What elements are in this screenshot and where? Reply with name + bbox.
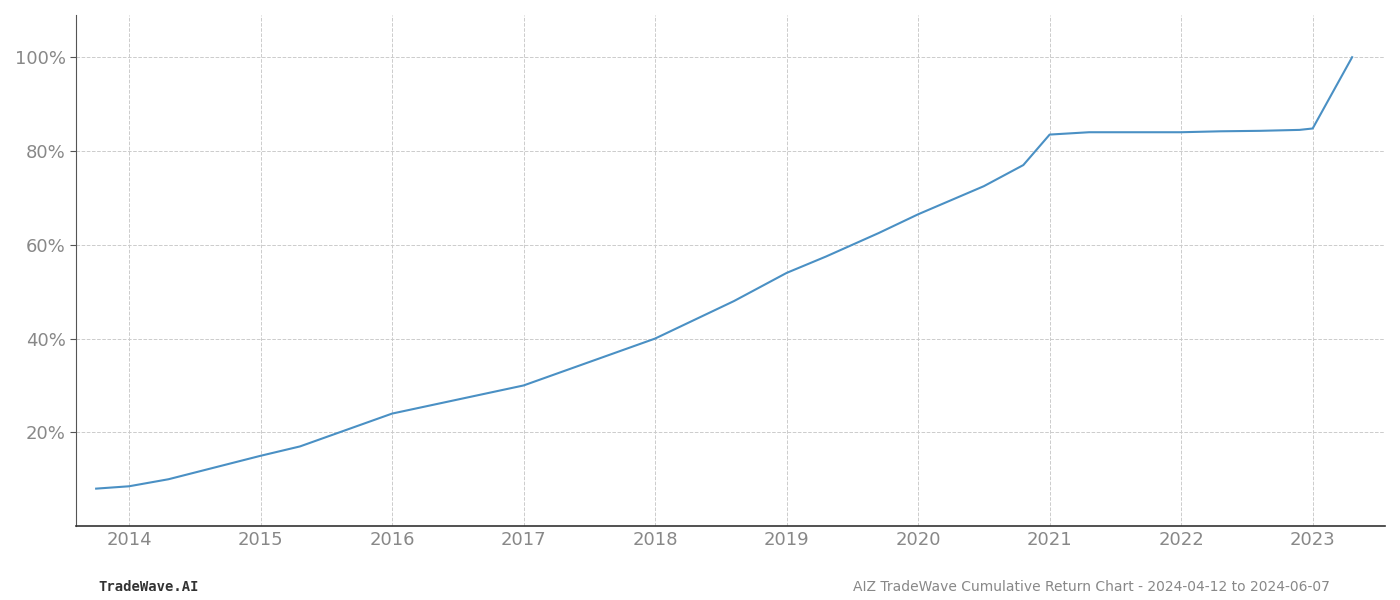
Text: AIZ TradeWave Cumulative Return Chart - 2024-04-12 to 2024-06-07: AIZ TradeWave Cumulative Return Chart - … [853,580,1330,594]
Text: TradeWave.AI: TradeWave.AI [98,580,199,594]
